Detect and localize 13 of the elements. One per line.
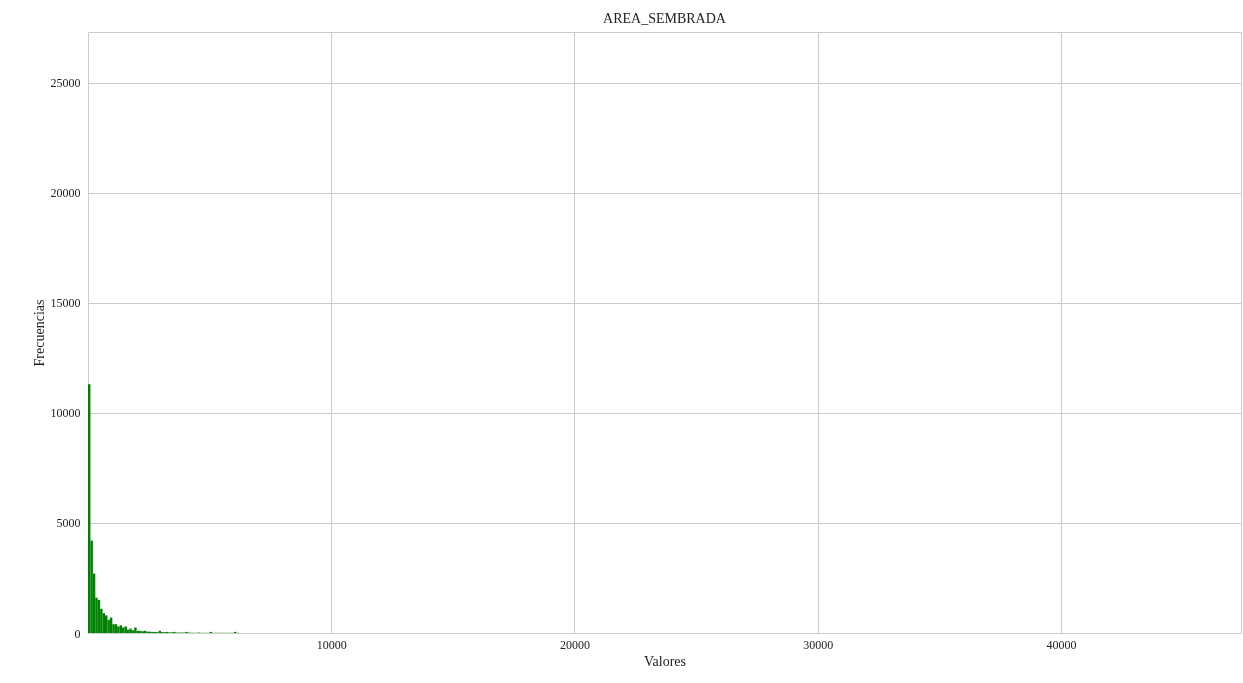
y-tick-label: 10000 bbox=[50, 406, 81, 421]
x-tick-label: 30000 bbox=[803, 637, 834, 652]
y-tick-label: 25000 bbox=[50, 76, 81, 91]
y-axis-title: Frecuencias bbox=[31, 299, 47, 367]
x-tick-label: 40000 bbox=[1046, 637, 1077, 652]
y-tick-label: 5000 bbox=[56, 516, 81, 531]
x-tick-label: 20000 bbox=[560, 637, 590, 652]
y-tick-label: 0 bbox=[74, 626, 81, 641]
x-tick-label: 10000 bbox=[316, 637, 347, 652]
chart-title: AREA_SEMBRADA bbox=[603, 11, 727, 26]
y-tick-label: 20000 bbox=[50, 186, 81, 201]
x-axis-title: Valores bbox=[644, 653, 686, 669]
y-tick-label: 15000 bbox=[50, 296, 81, 311]
